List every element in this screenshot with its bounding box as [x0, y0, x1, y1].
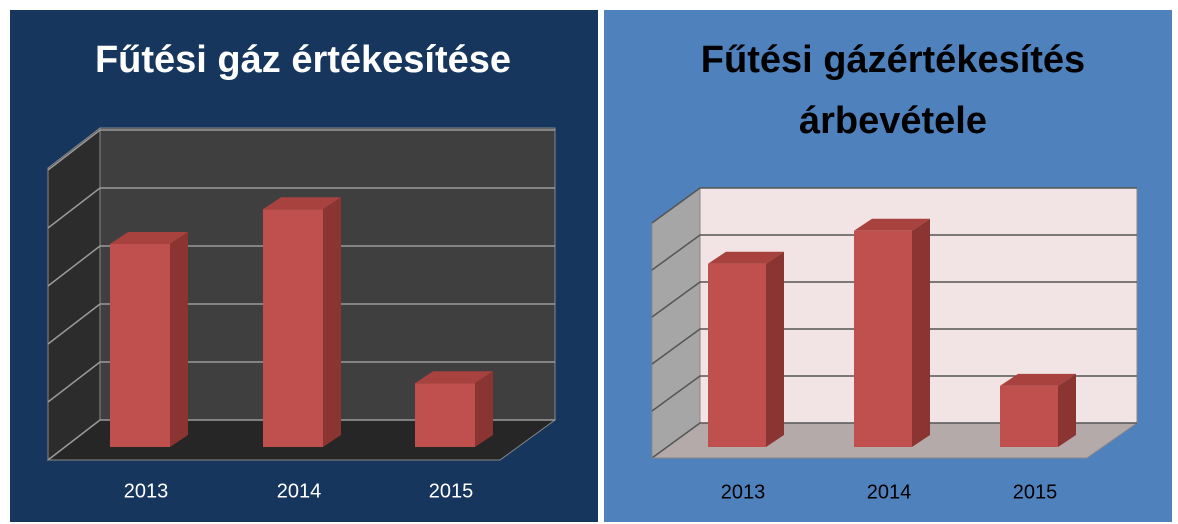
- x-tick-label: 2013: [124, 480, 169, 502]
- grid-line: [47, 419, 555, 461]
- x-tick-label: 2014: [867, 481, 912, 503]
- bar-side: [766, 251, 784, 447]
- side-wall: [47, 126, 101, 462]
- grid-line: [651, 328, 1137, 365]
- bar-top: [708, 251, 784, 264]
- grid-line: [47, 245, 555, 287]
- grid-line: [651, 375, 1137, 412]
- bar-side: [1058, 373, 1076, 447]
- bar-top: [1000, 373, 1076, 386]
- x-tick-label: 2014: [277, 480, 322, 502]
- grid-line: [47, 129, 555, 171]
- grid-line: [651, 234, 1137, 271]
- x-tick-label: 2015: [429, 480, 474, 502]
- grid-line: [651, 281, 1137, 318]
- grid-line: [47, 361, 555, 403]
- grid-line: [47, 187, 555, 229]
- chart-title: Fűtési gáz értékesítése: [95, 39, 511, 81]
- bar-top: [854, 218, 930, 231]
- bar-top: [415, 371, 493, 384]
- bar-top: [263, 197, 341, 210]
- bar-top: [110, 232, 188, 244]
- bar-front: [1000, 385, 1058, 447]
- grid-line: [651, 422, 1137, 459]
- side-wall: [651, 187, 701, 459]
- bar-side: [475, 371, 493, 447]
- bar-front: [263, 209, 323, 447]
- bar-front: [854, 230, 912, 447]
- bar-side: [170, 232, 188, 447]
- bar-front: [708, 263, 766, 447]
- chart-title: Fűtési gázértékesítés: [701, 39, 1085, 81]
- bar-side: [323, 197, 341, 447]
- grid-line: [651, 187, 1137, 224]
- x-tick-label: 2015: [1013, 481, 1058, 503]
- chart-title: árbevétele: [799, 100, 987, 142]
- bar-front: [415, 383, 475, 447]
- bar-front: [110, 244, 170, 447]
- grid-line: [47, 303, 555, 345]
- bar-side: [912, 218, 930, 447]
- x-tick-label: 2013: [721, 481, 766, 503]
